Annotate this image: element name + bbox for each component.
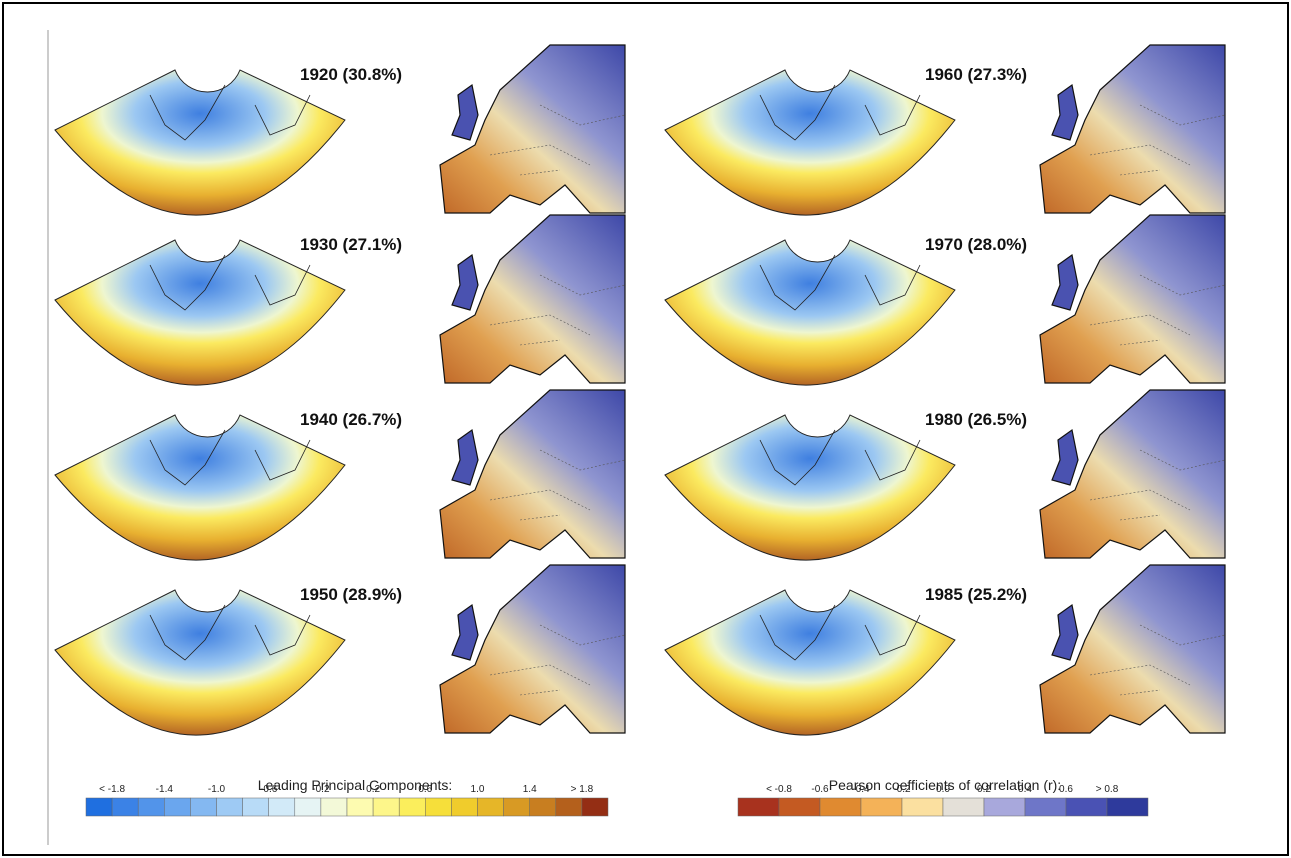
- color-swatch: [582, 798, 608, 816]
- color-swatch: [243, 798, 269, 816]
- color-swatch: [779, 798, 820, 816]
- panel-label: 1940 (26.7%): [300, 410, 402, 429]
- uk: [1052, 430, 1078, 485]
- panel: 1950 (28.9%): [55, 565, 625, 735]
- color-swatch: [530, 798, 556, 816]
- panel: 1930 (27.1%): [55, 215, 625, 385]
- color-swatch: [1066, 798, 1107, 816]
- legend-tick-label: -0.4: [852, 784, 870, 795]
- legend-tick-label: 0.0: [936, 784, 950, 795]
- europe-map: [440, 45, 625, 213]
- europe-map: [1040, 45, 1225, 213]
- color-swatch: [504, 798, 530, 816]
- legend-tick-label: 1.4: [523, 784, 537, 795]
- color-swatch: [1107, 798, 1148, 816]
- panel-label: 1985 (25.2%): [925, 585, 1027, 604]
- legend-tick-label: 0.2: [977, 784, 991, 795]
- color-swatch: [217, 798, 243, 816]
- legend-tick-label: -0.6: [260, 784, 278, 795]
- legend-tick-label: -0.2: [893, 784, 911, 795]
- legend-tick-label: > 1.8: [571, 784, 594, 795]
- color-swatch: [373, 798, 399, 816]
- legend-tick-label: 0.6: [418, 784, 432, 795]
- panel-label: 1970 (28.0%): [925, 235, 1027, 254]
- legend-tick-label: 0.6: [1059, 784, 1073, 795]
- color-swatch: [425, 798, 451, 816]
- europe-map: [440, 565, 625, 733]
- color-swatch: [295, 798, 321, 816]
- europe-map: [1040, 215, 1225, 383]
- uk: [1052, 85, 1078, 140]
- panel-label: 1980 (26.5%): [925, 410, 1027, 429]
- uk: [1052, 255, 1078, 310]
- pc-map: [665, 70, 955, 215]
- color-swatch: [1025, 798, 1066, 816]
- uk: [452, 85, 478, 140]
- color-swatch: [820, 798, 861, 816]
- europe-map: [440, 215, 625, 383]
- legend-tick-label: -0.6: [811, 784, 829, 795]
- panel: 1970 (28.0%): [665, 215, 1225, 385]
- panels: 1920 (30.8%) 1930 (27.1%) 1940 (26.7%) 1950…: [55, 45, 1225, 735]
- pc-map: [55, 590, 345, 735]
- color-swatch: [269, 798, 295, 816]
- europe-map: [440, 390, 625, 558]
- uk: [452, 430, 478, 485]
- panel: 1960 (27.3%): [665, 45, 1225, 215]
- europe-map: [1040, 565, 1225, 733]
- legend-tick-label: 0.4: [1018, 784, 1032, 795]
- legend-tick-label: < -1.8: [99, 784, 125, 795]
- pc-map: [665, 590, 955, 735]
- color-swatch: [943, 798, 984, 816]
- panel: 1980 (26.5%): [665, 390, 1225, 560]
- legend-tick-label: -1.4: [156, 784, 174, 795]
- color-swatch: [738, 798, 779, 816]
- color-swatch: [478, 798, 504, 816]
- panel-label: 1930 (27.1%): [300, 235, 402, 254]
- color-swatch: [861, 798, 902, 816]
- uk: [1052, 605, 1078, 660]
- pc-map: [665, 415, 955, 560]
- panel: 1985 (25.2%): [665, 565, 1225, 735]
- uk: [452, 605, 478, 660]
- color-swatch: [190, 798, 216, 816]
- panel: 1940 (26.7%): [55, 390, 625, 560]
- pc-map: [55, 240, 345, 385]
- pc-map: [665, 240, 955, 385]
- color-swatch: [451, 798, 477, 816]
- europe-map: [1040, 390, 1225, 558]
- color-swatch: [399, 798, 425, 816]
- legends: Leading Principal Components:< -1.8-1.4-…: [86, 777, 1148, 816]
- panel-label: 1960 (27.3%): [925, 65, 1027, 84]
- color-swatch: [321, 798, 347, 816]
- pc-map: [55, 70, 345, 215]
- panel-label: 1950 (28.9%): [300, 585, 402, 604]
- uk: [452, 255, 478, 310]
- color-swatch: [347, 798, 373, 816]
- legend-tick-label: > 0.8: [1096, 784, 1119, 795]
- color-swatch: [86, 798, 112, 816]
- color-swatch: [164, 798, 190, 816]
- legend-tick-label: < -0.8: [766, 784, 792, 795]
- figure: 1920 (30.8%) 1930 (27.1%) 1940 (26.7%) 1950…: [0, 0, 1291, 858]
- panel-label: 1920 (30.8%): [300, 65, 402, 84]
- color-swatch: [112, 798, 138, 816]
- color-swatch: [902, 798, 943, 816]
- panel: 1920 (30.8%): [55, 45, 625, 215]
- legend-tick-label: -1.0: [208, 784, 226, 795]
- legend-tick-label: -0.2: [312, 784, 330, 795]
- legend-tick-label: 1.0: [471, 784, 485, 795]
- legend-tick-label: 0.2: [366, 784, 380, 795]
- color-swatch: [556, 798, 582, 816]
- pc-map: [55, 415, 345, 560]
- color-swatch: [138, 798, 164, 816]
- color-swatch: [984, 798, 1025, 816]
